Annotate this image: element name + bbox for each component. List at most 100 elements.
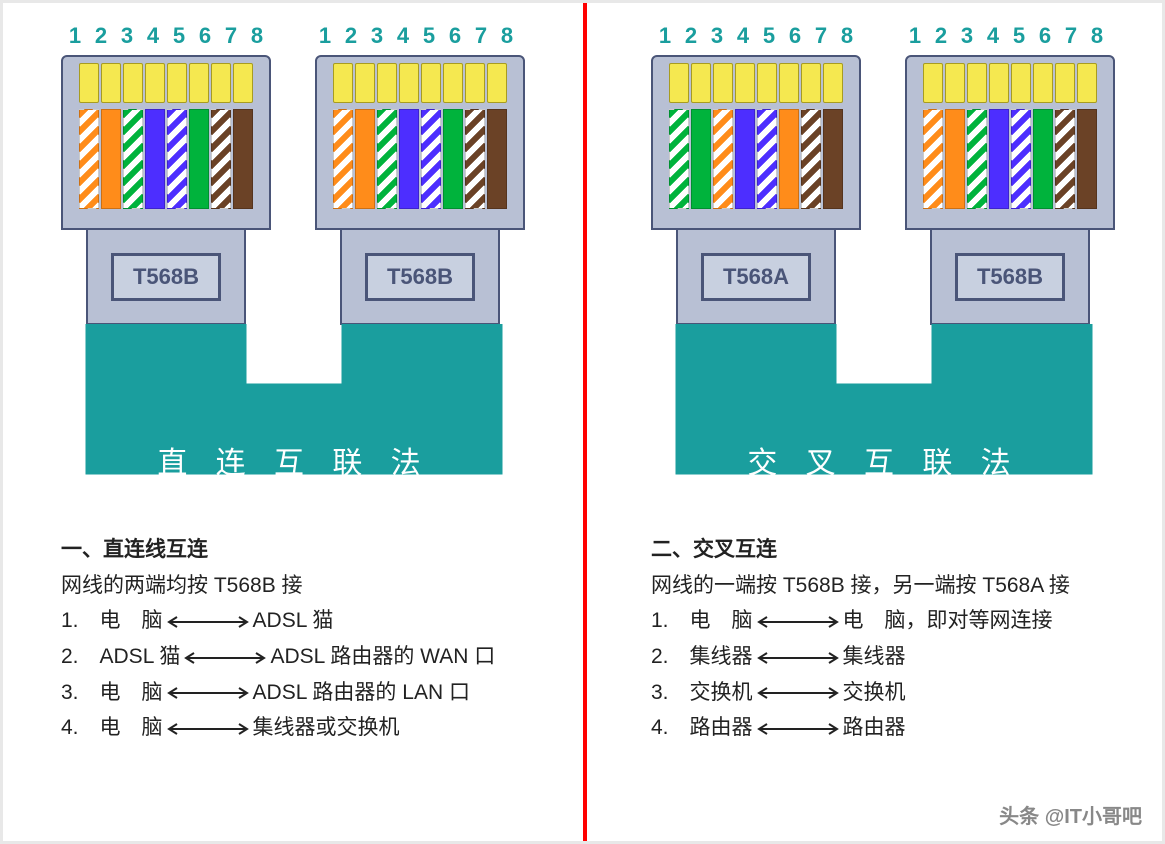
wire (1011, 109, 1031, 209)
gold-pin (233, 63, 253, 103)
wire (79, 109, 99, 209)
rj45-body: T568B (930, 230, 1090, 325)
pin-numbers-2: 12345678 (313, 23, 519, 49)
desc-item: 1. 电 脑电 脑，即对等网连接 (651, 603, 1138, 639)
pins-row (325, 63, 515, 103)
gold-pin (465, 63, 485, 103)
connectors-right: T568A T568B (623, 55, 1138, 325)
wire (757, 109, 777, 209)
pin-numbers-row-r: 12345678 12345678 (623, 23, 1138, 49)
wires-row (71, 109, 261, 209)
desc-items-left: 1. 电 脑ADSL 猫2. ADSL 猫ADSL 路由器的 WAN 口3. 电… (61, 603, 548, 746)
method-title-right: 交 叉 互 联 法 (651, 438, 1117, 482)
gold-pin (101, 63, 121, 103)
pin-number: 4 (391, 23, 415, 49)
standard-label: T568A (701, 253, 811, 301)
desc-title-right: 二、交叉互连 (651, 532, 1138, 568)
pin-number: 7 (809, 23, 833, 49)
desc-item: 4. 路由器路由器 (651, 710, 1138, 746)
gold-pin (757, 63, 777, 103)
pin-number: 5 (1007, 23, 1031, 49)
desc-item: 3. 交换机交换机 (651, 675, 1138, 711)
pin-number: 3 (705, 23, 729, 49)
wire (1033, 109, 1053, 209)
desc-item: 3. 电 脑ADSL 路由器的 LAN 口 (61, 675, 548, 711)
gold-pin (735, 63, 755, 103)
standard-label: T568B (111, 253, 221, 301)
gold-pin (823, 63, 843, 103)
rj45-body: T568A (676, 230, 836, 325)
wire (989, 109, 1009, 209)
wire (421, 109, 441, 209)
wire (333, 109, 353, 209)
pin-number: 2 (89, 23, 113, 49)
watermark: 头条 @IT小哥吧 (999, 800, 1142, 829)
gold-pin (487, 63, 507, 103)
gold-pin (145, 63, 165, 103)
wire (801, 109, 821, 209)
gold-pin (123, 63, 143, 103)
pin-number: 7 (1059, 23, 1083, 49)
wires-row (915, 109, 1105, 209)
left-panel: 12345678 12345678 T568B T568B 直 连 互 联 法 … (3, 3, 578, 841)
rj45-left-1: T568B (61, 55, 271, 325)
pin-number: 4 (981, 23, 1005, 49)
rj45-body: T568B (86, 230, 246, 325)
pin-number: 2 (679, 23, 703, 49)
gold-pin (1011, 63, 1031, 103)
desc-item: 2. ADSL 猫ADSL 路由器的 WAN 口 (61, 639, 548, 675)
desc-left: 一、直连线互连 网线的两端均按 T568B 接 1. 电 脑ADSL 猫2. A… (33, 532, 548, 746)
wire (443, 109, 463, 209)
rj45-body: T568B (340, 230, 500, 325)
gold-pin (1077, 63, 1097, 103)
pin-number: 3 (955, 23, 979, 49)
wire (1077, 109, 1097, 209)
pin-number: 8 (495, 23, 519, 49)
right-panel: 12345678 12345678 T568A T568B 交 叉 互 联 法 … (593, 3, 1165, 841)
pin-number: 4 (141, 23, 165, 49)
desc-item: 2. 集线器集线器 (651, 639, 1138, 675)
gold-pin (167, 63, 187, 103)
gold-pin (923, 63, 943, 103)
wire (923, 109, 943, 209)
wire (669, 109, 689, 209)
gold-pin (79, 63, 99, 103)
gold-pin (801, 63, 821, 103)
rj45-head (315, 55, 525, 230)
wire (355, 109, 375, 209)
center-divider (583, 3, 587, 841)
desc-sub-left: 网线的两端均按 T568B 接 (61, 568, 548, 604)
gold-pin (713, 63, 733, 103)
wire (1055, 109, 1075, 209)
gold-pin (945, 63, 965, 103)
wire (399, 109, 419, 209)
pin-number: 2 (929, 23, 953, 49)
pin-numbers-4: 12345678 (903, 23, 1109, 49)
gold-pin (1055, 63, 1075, 103)
gold-pin (211, 63, 231, 103)
pin-number: 5 (417, 23, 441, 49)
pin-number: 7 (469, 23, 493, 49)
cable-left: 直 连 互 联 法 (61, 324, 527, 514)
rj45-right-1: T568A (651, 55, 861, 325)
wire (779, 109, 799, 209)
gold-pin (377, 63, 397, 103)
pin-number: 3 (115, 23, 139, 49)
connectors-left: T568B T568B (33, 55, 548, 325)
wire (233, 109, 253, 209)
wires-row (325, 109, 515, 209)
pin-number: 4 (731, 23, 755, 49)
gold-pin (443, 63, 463, 103)
pin-number: 1 (903, 23, 927, 49)
gold-pin (355, 63, 375, 103)
wire (691, 109, 711, 209)
pins-row (661, 63, 851, 103)
gold-pin (1033, 63, 1053, 103)
gold-pin (421, 63, 441, 103)
pins-row (71, 63, 261, 103)
wire (101, 109, 121, 209)
pin-number: 6 (443, 23, 467, 49)
desc-title-left: 一、直连线互连 (61, 532, 548, 568)
pin-number: 6 (1033, 23, 1057, 49)
wire (377, 109, 397, 209)
